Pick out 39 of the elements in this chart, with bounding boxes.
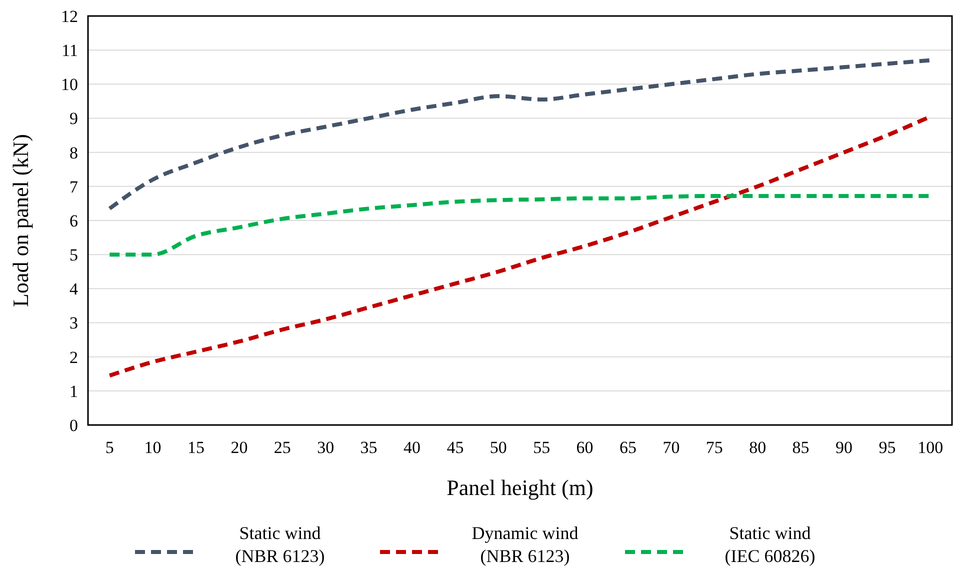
y-tick-label: 5 (70, 246, 78, 265)
x-tick-label: 20 (230, 438, 248, 457)
line-series (108, 58, 932, 211)
x-tick-label: 100 (918, 438, 944, 457)
x-axis-title: Panel height (m) (446, 475, 594, 500)
x-tick-label: 65 (620, 438, 636, 457)
x-tick-label: 55 (533, 438, 550, 457)
y-tick-label: 3 (70, 314, 78, 333)
legend-label: Dynamic wind (NBR 6123) (472, 523, 578, 566)
y-tick-label: 1 (70, 382, 78, 401)
x-tick-label: 5 (105, 438, 114, 457)
y-tick-label: 2 (70, 348, 78, 367)
x-tick-label: 10 (144, 438, 162, 457)
y-tick-label: 9 (70, 109, 78, 128)
x-tick-label: 45 (446, 438, 464, 457)
y-tick-label: 12 (61, 6, 78, 26)
y-tick-label: 0 (70, 416, 78, 435)
x-tick-label: 15 (188, 438, 204, 457)
x-tick-label: 60 (576, 438, 594, 457)
y-axis-title: Load on panel (kN) (8, 134, 33, 307)
y-tick-label: 6 (70, 211, 78, 230)
legend-label: Static wind (IEC 60826) (724, 523, 816, 566)
x-tick-label: 50 (490, 438, 507, 457)
x-tick-label: 25 (274, 438, 291, 457)
y-tick-label: 4 (70, 280, 78, 299)
x-tick-label: 95 (878, 438, 896, 457)
y-tick-label: 8 (70, 143, 78, 162)
legend-label: Static wind (NBR 6123) (235, 523, 325, 566)
x-tick-label: 40 (404, 438, 420, 457)
x-tick-label: 35 (360, 438, 378, 457)
x-tick-label: 30 (317, 438, 334, 457)
x-tick-label: 75 (706, 438, 723, 457)
x-tick-label: 85 (792, 438, 810, 457)
x-tick-label: 80 (749, 438, 766, 457)
y-tick-label: 7 (70, 177, 78, 196)
x-tick-label: 90 (836, 438, 852, 457)
x-tick-label: 70 (662, 438, 680, 457)
y-tick-label: 11 (62, 41, 78, 60)
y-tick-label: 10 (61, 75, 78, 94)
